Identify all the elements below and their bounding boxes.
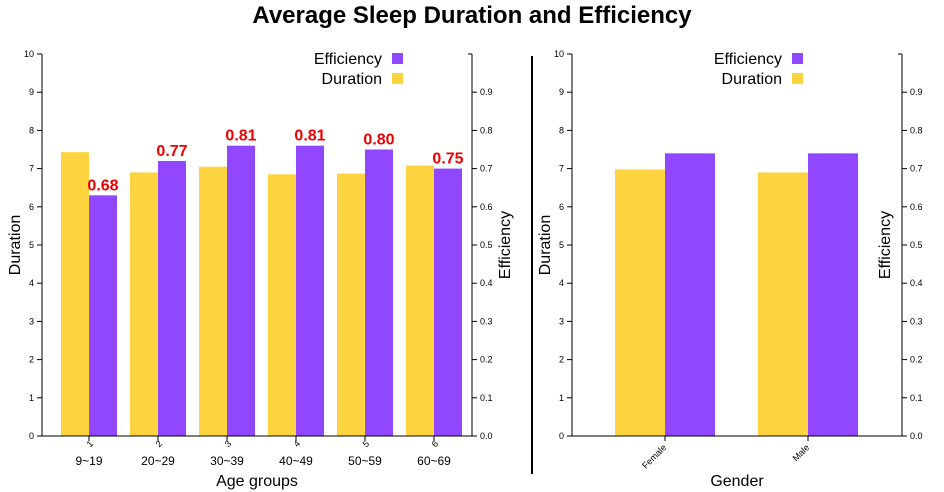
right-tick-label: 0.0 bbox=[480, 431, 493, 441]
x-category-label: 60~69 bbox=[417, 454, 451, 468]
efficiency-bar-Male bbox=[808, 153, 858, 436]
efficiency-bar-60~69 bbox=[434, 168, 462, 436]
legend-swatch bbox=[392, 53, 403, 64]
left-tick-label: 10 bbox=[24, 49, 34, 59]
left-tick-label: 2 bbox=[559, 355, 564, 365]
duration-bar-50~59 bbox=[337, 173, 365, 437]
efficiency-value-label: 0.81 bbox=[225, 128, 256, 145]
right-tick-label: 0.9 bbox=[910, 87, 923, 97]
left-tick-label: 10 bbox=[554, 49, 564, 59]
duration-bar-60~69 bbox=[406, 165, 434, 436]
duration-bar-Male bbox=[758, 172, 808, 437]
right-tick-label: 0.3 bbox=[480, 316, 493, 326]
right-y-axis-label: Efficiency bbox=[877, 211, 894, 279]
left-tick-label: 5 bbox=[559, 240, 564, 250]
right-tick-label: 0.1 bbox=[480, 393, 493, 403]
right-tick-label: 0.6 bbox=[480, 202, 493, 212]
right-tick-label: 0.4 bbox=[910, 278, 923, 288]
chart-title: Average Sleep Duration and Efficiency bbox=[252, 2, 692, 29]
left-tick-label: 2 bbox=[29, 355, 34, 365]
right-tick-label: 0.8 bbox=[480, 125, 493, 135]
left-tick-label: 9 bbox=[559, 87, 564, 97]
efficiency-value-label: 0.80 bbox=[363, 132, 394, 149]
legend-label: Duration bbox=[322, 71, 382, 88]
left-tick-label: 7 bbox=[559, 164, 564, 174]
x-tick-number: 3 bbox=[223, 439, 234, 450]
efficiency-value-label: 0.75 bbox=[432, 151, 463, 168]
right-tick-label: 0.2 bbox=[910, 355, 923, 365]
left-tick-label: 8 bbox=[29, 125, 34, 135]
right-tick-label: 0.8 bbox=[910, 125, 923, 135]
right-tick-label: 0.2 bbox=[480, 355, 493, 365]
right-tick-label: 0.7 bbox=[910, 164, 923, 174]
left-tick-label: 8 bbox=[559, 125, 564, 135]
x-tick-number: 4 bbox=[292, 439, 303, 450]
duration-bar-40~49 bbox=[268, 174, 296, 436]
right-tick-label: 0.4 bbox=[480, 278, 493, 288]
legend-swatch bbox=[792, 73, 803, 84]
x-category-label: Female bbox=[640, 442, 668, 470]
left-tick-label: 1 bbox=[559, 393, 564, 403]
x-category-label: Male bbox=[791, 442, 812, 463]
x-tick-number: 1 bbox=[85, 439, 96, 450]
left-tick-label: 1 bbox=[29, 393, 34, 403]
efficiency-value-label: 0.68 bbox=[87, 177, 118, 194]
duration-bar-Female bbox=[615, 169, 665, 436]
legend-swatch bbox=[392, 73, 403, 84]
right-tick-label: 0.0 bbox=[910, 431, 923, 441]
left-tick-label: 3 bbox=[29, 316, 34, 326]
left-tick-label: 5 bbox=[29, 240, 34, 250]
left-y-axis-label: Duration bbox=[537, 215, 554, 275]
efficiency-bar-50~59 bbox=[365, 149, 393, 436]
x-tick-number: 6 bbox=[430, 439, 441, 450]
duration-bar-30~39 bbox=[199, 166, 227, 436]
x-axis-label: Gender bbox=[710, 473, 764, 490]
x-category-label: 40~49 bbox=[279, 454, 313, 468]
legend-swatch bbox=[792, 53, 803, 64]
efficiency-bar-Female bbox=[665, 153, 715, 436]
x-category-label: 30~39 bbox=[210, 454, 244, 468]
efficiency-value-label: 0.81 bbox=[294, 128, 325, 145]
chart-panel-1: 0.680.770.81 0.81 0.800.750123456789100.00… bbox=[7, 49, 514, 490]
x-tick-number: 2 bbox=[154, 439, 165, 450]
right-tick-label: 0.7 bbox=[480, 164, 493, 174]
efficiency-bar-40~49 bbox=[296, 145, 324, 436]
efficiency-bar-20~29 bbox=[158, 160, 186, 436]
duration-bar-9~19 bbox=[61, 152, 89, 436]
efficiency-bar-30~39 bbox=[227, 145, 255, 436]
x-category-label: 50~59 bbox=[348, 454, 382, 468]
right-tick-label: 0.5 bbox=[480, 240, 493, 250]
right-tick-label: 0.6 bbox=[910, 202, 923, 212]
left-tick-label: 6 bbox=[559, 202, 564, 212]
duration-bar-20~29 bbox=[130, 172, 158, 437]
x-tick-number: 5 bbox=[361, 439, 372, 450]
legend-label: Efficiency bbox=[714, 51, 782, 68]
x-category-label: 20~29 bbox=[141, 454, 175, 468]
legend-label: Efficiency bbox=[314, 51, 382, 68]
chart-panel-2: 0 1 2 3 4 5 6 7 8 9 10 0.0 0.1 0.2 0.3 0.4 0.5 0.6 0.7 0.8 0… bbox=[537, 49, 923, 490]
right-tick-label: 0.3 bbox=[910, 316, 923, 326]
left-tick-label: 0 bbox=[559, 431, 564, 441]
left-tick-label: 3 bbox=[559, 316, 564, 326]
efficiency-value-label: 0.77 bbox=[156, 143, 187, 160]
left-tick-label: 0 bbox=[29, 431, 34, 441]
right-tick-label: 0.1 bbox=[910, 393, 923, 403]
efficiency-bar-9~19 bbox=[89, 195, 117, 436]
left-tick-label: 4 bbox=[29, 278, 34, 288]
left-tick-label: 9 bbox=[29, 87, 34, 97]
right-y-axis-label: Efficiency bbox=[497, 211, 514, 279]
right-tick-label: 0.5 bbox=[910, 240, 923, 250]
x-category-label: 9~19 bbox=[75, 454, 102, 468]
left-tick-label: 6 bbox=[29, 202, 34, 212]
x-axis-label: Age groups bbox=[216, 473, 298, 490]
left-tick-label: 4 bbox=[559, 278, 564, 288]
right-tick-label: 0.9 bbox=[480, 87, 493, 97]
legend-label: Duration bbox=[722, 71, 782, 88]
left-y-axis-label: Duration bbox=[7, 215, 24, 275]
left-tick-label: 7 bbox=[29, 164, 34, 174]
